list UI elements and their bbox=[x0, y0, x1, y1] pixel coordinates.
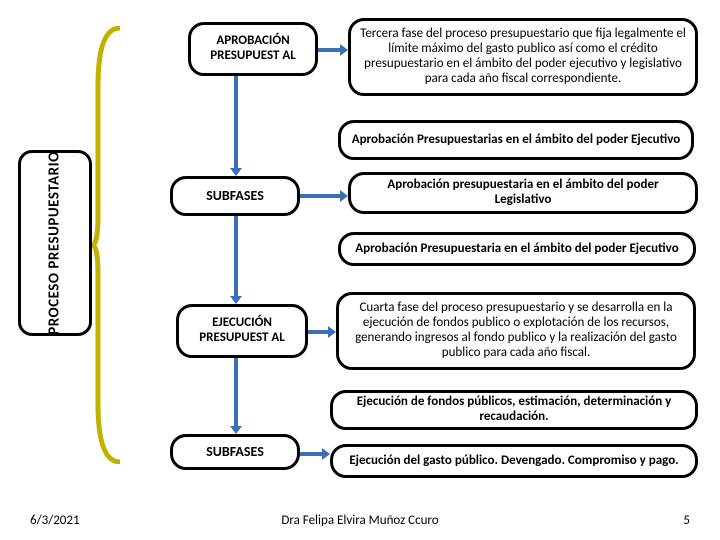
process-label-text: PROCESO PRESUPUESTARIO bbox=[46, 151, 64, 334]
sub1a: Aprobación Presupuestarias en el ámbito … bbox=[338, 120, 694, 160]
arrow-subfases1-right bbox=[300, 188, 348, 204]
arrow-phase1-down bbox=[228, 76, 244, 176]
phase1-title: APROBACIÓN PRESUPUEST AL bbox=[188, 22, 318, 76]
phase1-desc: Tercera fase del proceso presupuestario … bbox=[348, 18, 698, 96]
arrow-subfases1-down bbox=[228, 216, 244, 304]
process-label: PROCESO PRESUPUESTARIO bbox=[18, 150, 92, 336]
arrow-phase2-down bbox=[228, 358, 244, 434]
sub1c: Aprobación Presupuestaria en el ámbito d… bbox=[338, 232, 696, 266]
subfases2: SUBFASES bbox=[170, 434, 300, 470]
arrow-phase1-desc bbox=[318, 42, 348, 58]
sub2a: Ejecución de fondos públicos, estimación… bbox=[330, 390, 698, 430]
brace-svg bbox=[92, 26, 124, 464]
brace bbox=[92, 26, 124, 464]
sub1b: Aprobación presupuestaria en el ámbito d… bbox=[348, 172, 698, 214]
sub2b: Ejecución del gasto público. Devengado. … bbox=[330, 444, 698, 478]
footer-page: 5 bbox=[683, 513, 690, 528]
brace-path bbox=[92, 28, 120, 462]
arrow-subfases2-right bbox=[300, 446, 330, 462]
phase2-desc: Cuarta fase del proceso presupuestario y… bbox=[336, 292, 696, 370]
phase2-title: EJECUCIÓN PRESUPUEST AL bbox=[176, 304, 308, 358]
footer-author: Dra Felipa Elvira Muñoz Ccuro bbox=[0, 513, 720, 528]
subfases1: SUBFASES bbox=[170, 176, 300, 216]
arrow-phase2-desc bbox=[308, 324, 336, 340]
